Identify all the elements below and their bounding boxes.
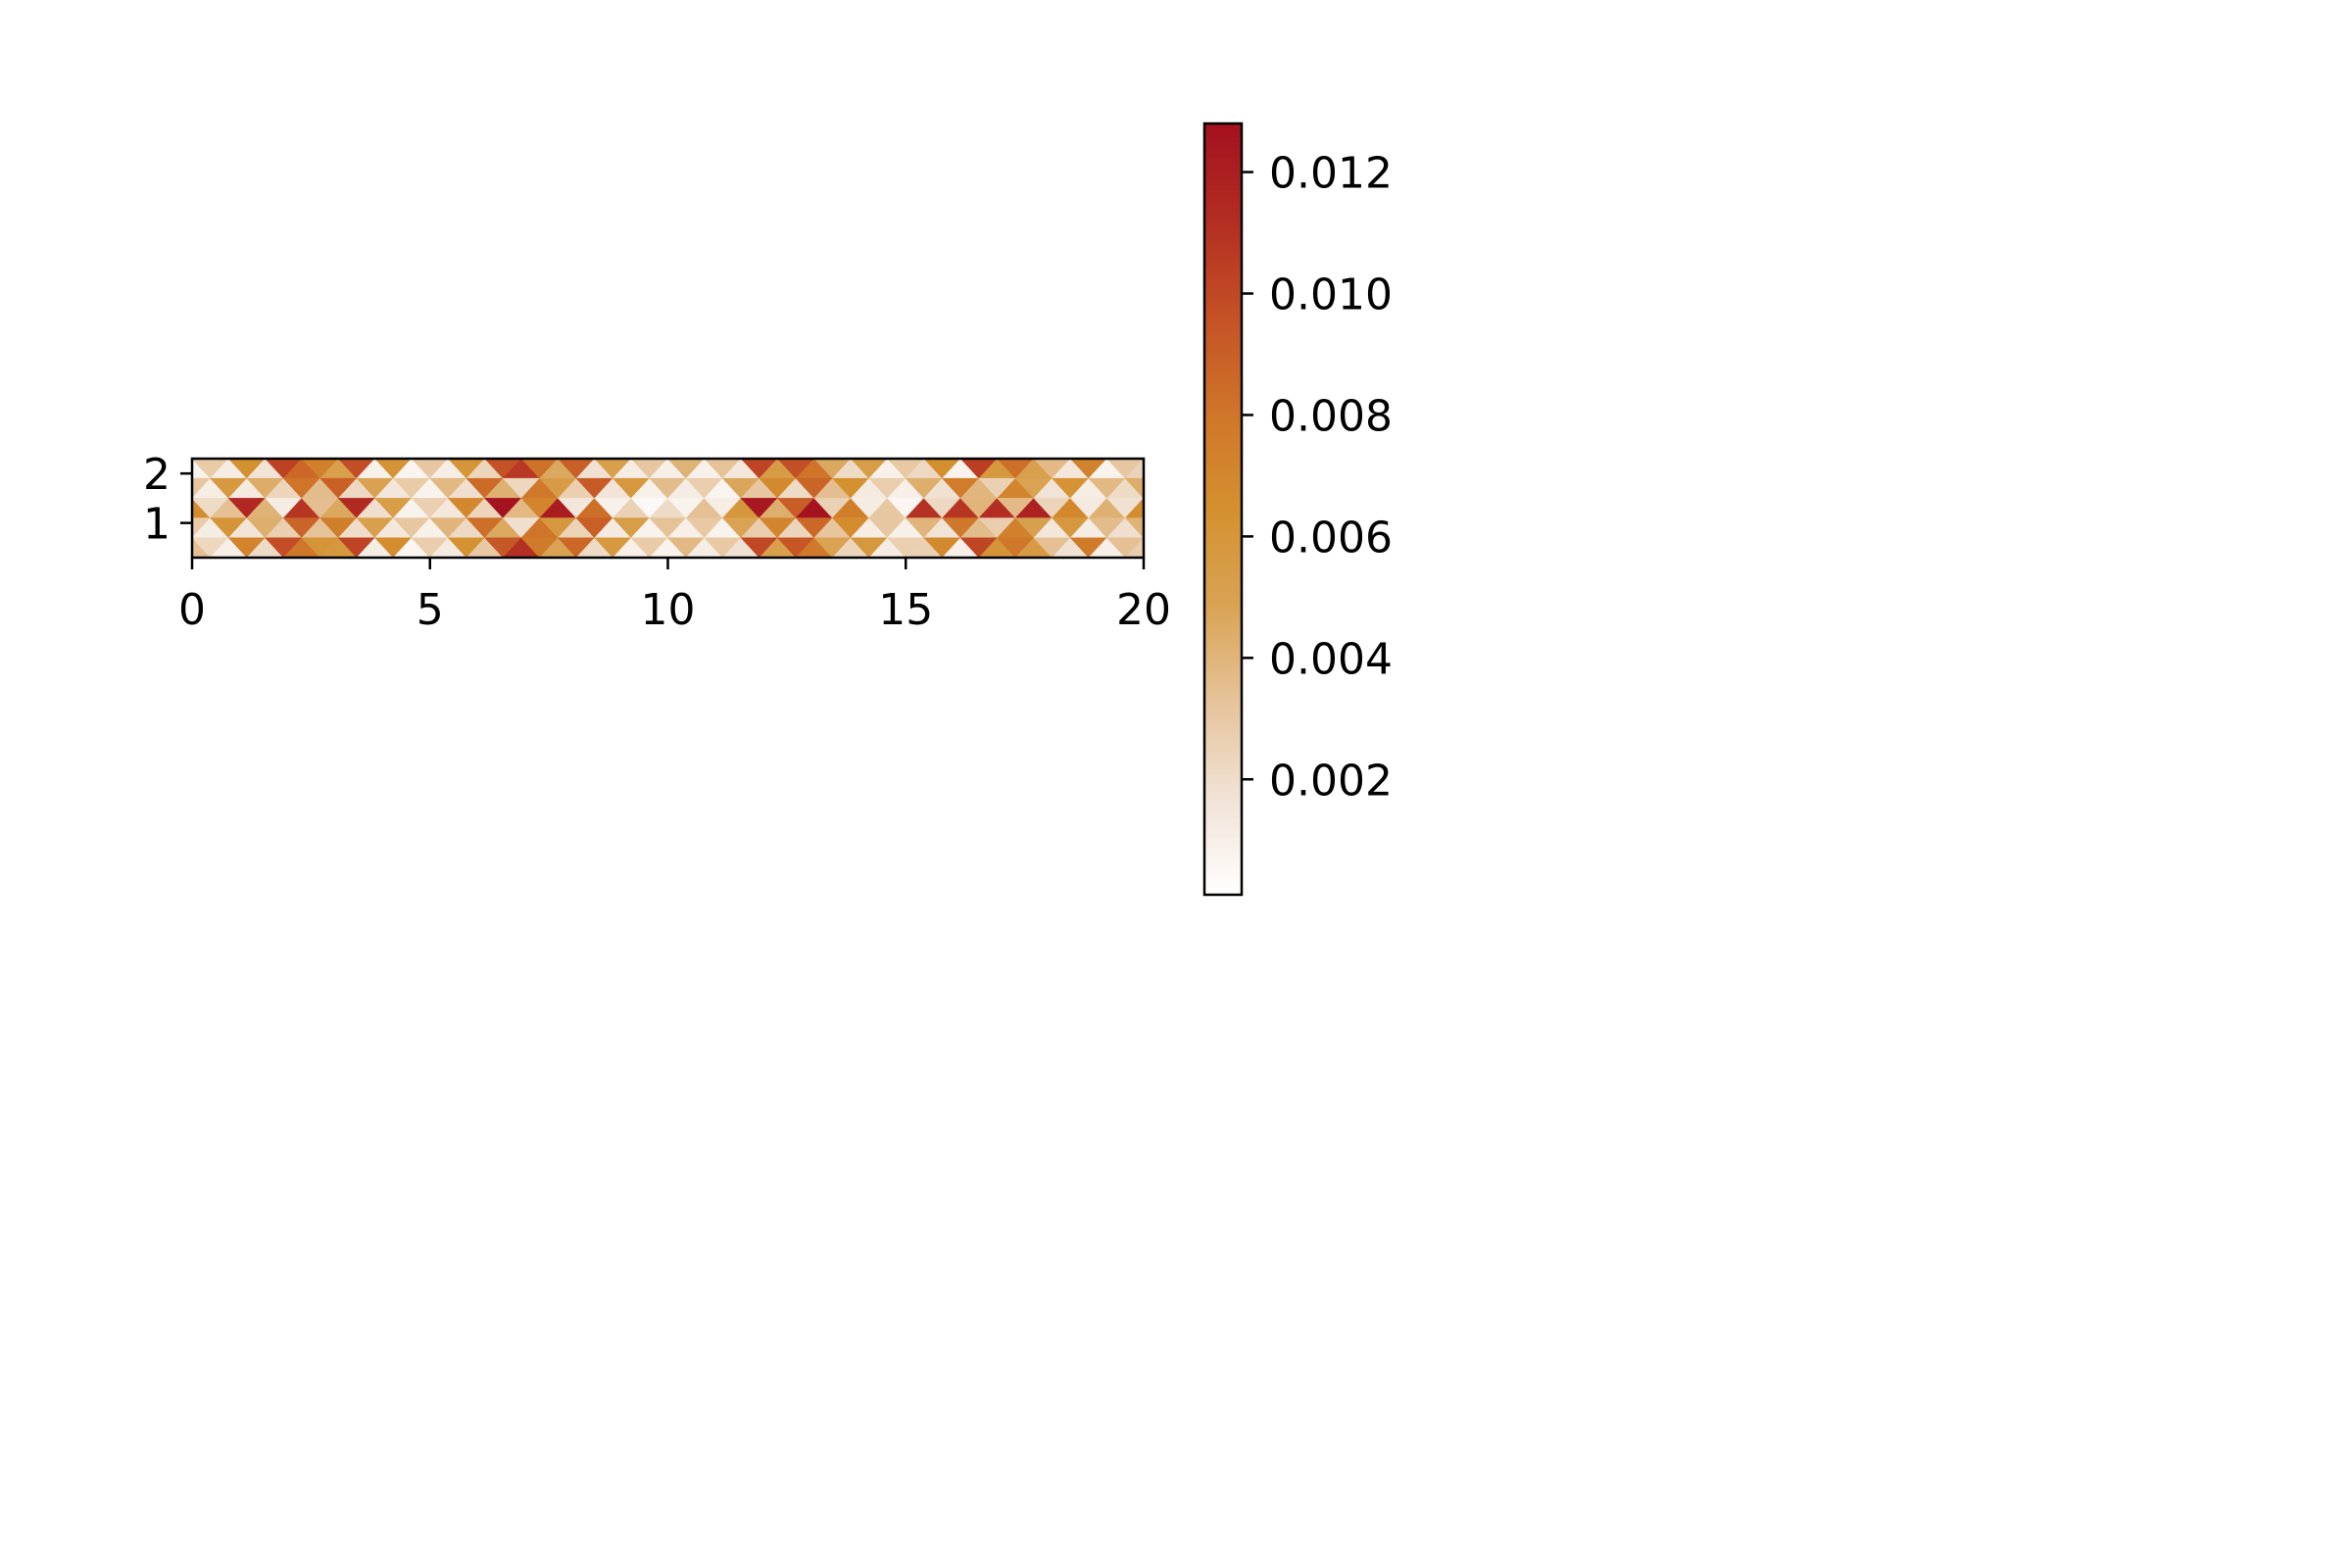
x-tick-label: 10	[641, 585, 696, 635]
colorbar: 0.002 0.004 0.006 0.008 0.010 0.012	[1202, 122, 1393, 897]
x-tick-label: 20	[1116, 585, 1171, 635]
mesh-cell	[1124, 477, 1144, 499]
colorbar-tick-label: 0.012	[1269, 149, 1393, 199]
colorbar-frame	[1202, 122, 1244, 897]
colorbar-tick-label: 0.004	[1269, 634, 1393, 684]
mesh-cell	[1124, 517, 1144, 539]
mesh-cell	[1124, 537, 1144, 558]
x-axis: 0 5 10 15 20	[178, 558, 1171, 635]
chart-figure: 0 5 10 15 20 12 0.0020.0040.0060.0080.0100.0…	[0, 0, 1529, 1019]
heatmap-mesh	[192, 459, 1144, 558]
colorbar-tick-label: 0.002	[1269, 756, 1393, 806]
colorbar-gradient	[1204, 123, 1242, 895]
x-tick-label: 15	[878, 585, 933, 635]
colorbar-tick-label: 0.010	[1269, 270, 1393, 320]
colorbar-tick-label: 0.008	[1269, 391, 1393, 441]
y-axis: 12	[143, 450, 192, 550]
y-tick-label: 1	[143, 500, 171, 550]
colorbar-tick-label: 0.006	[1269, 513, 1393, 563]
x-tick-label: 0	[178, 585, 206, 635]
x-tick-label: 5	[416, 585, 444, 635]
mesh-cell	[1124, 459, 1144, 479]
y-tick-label: 2	[143, 450, 171, 500]
mesh-cell	[1124, 497, 1144, 518]
